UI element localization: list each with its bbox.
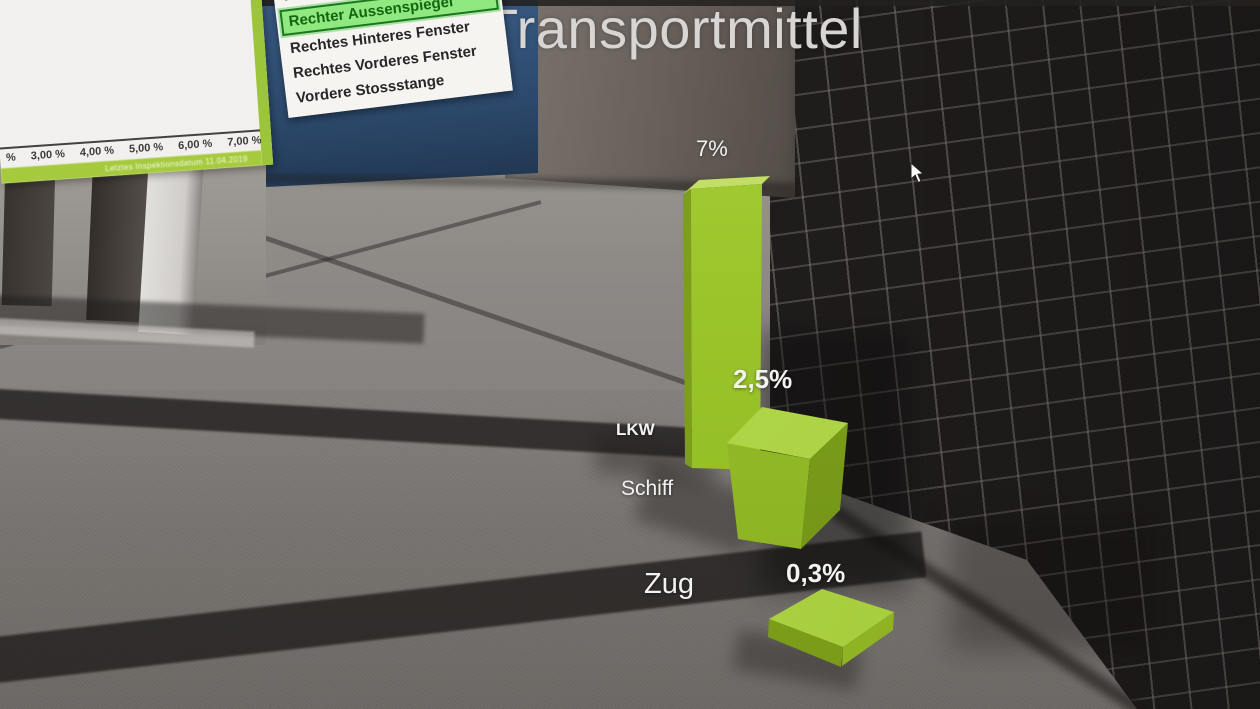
bar-value-label-zug: 0,3% — [786, 558, 846, 588]
axis-tick-partial: % — [5, 151, 17, 165]
back-wall — [505, 0, 795, 198]
mouse-cursor-icon — [910, 162, 925, 184]
wall-shadow — [950, 520, 1150, 650]
bar-value-label-schiff: 2,5% — [733, 364, 793, 394]
bar-category-label-zug: Zug — [644, 568, 694, 600]
bar-value-label-lkw: 7% — [696, 136, 728, 161]
page-title: Transportmittel — [484, 0, 863, 60]
mini-chart-panel: % 3,00 % 4,00 % 5,00 % 6,00 % 7,00 % Let… — [0, 0, 274, 184]
axis-tick: 3,00 % — [30, 148, 66, 163]
mini-chart-plot — [0, 0, 260, 148]
axis-tick: 5,00 % — [128, 141, 164, 156]
top-edge-strip — [0, 0, 1260, 6]
bar-category-label-lkw: LKW — [616, 420, 655, 439]
bar-category-label-schiff: Schiff — [621, 477, 674, 500]
axis-tick: 4,00 % — [79, 144, 115, 159]
axis-tick: 7,00 % — [227, 134, 262, 149]
axis-tick: 6,00 % — [177, 137, 213, 153]
